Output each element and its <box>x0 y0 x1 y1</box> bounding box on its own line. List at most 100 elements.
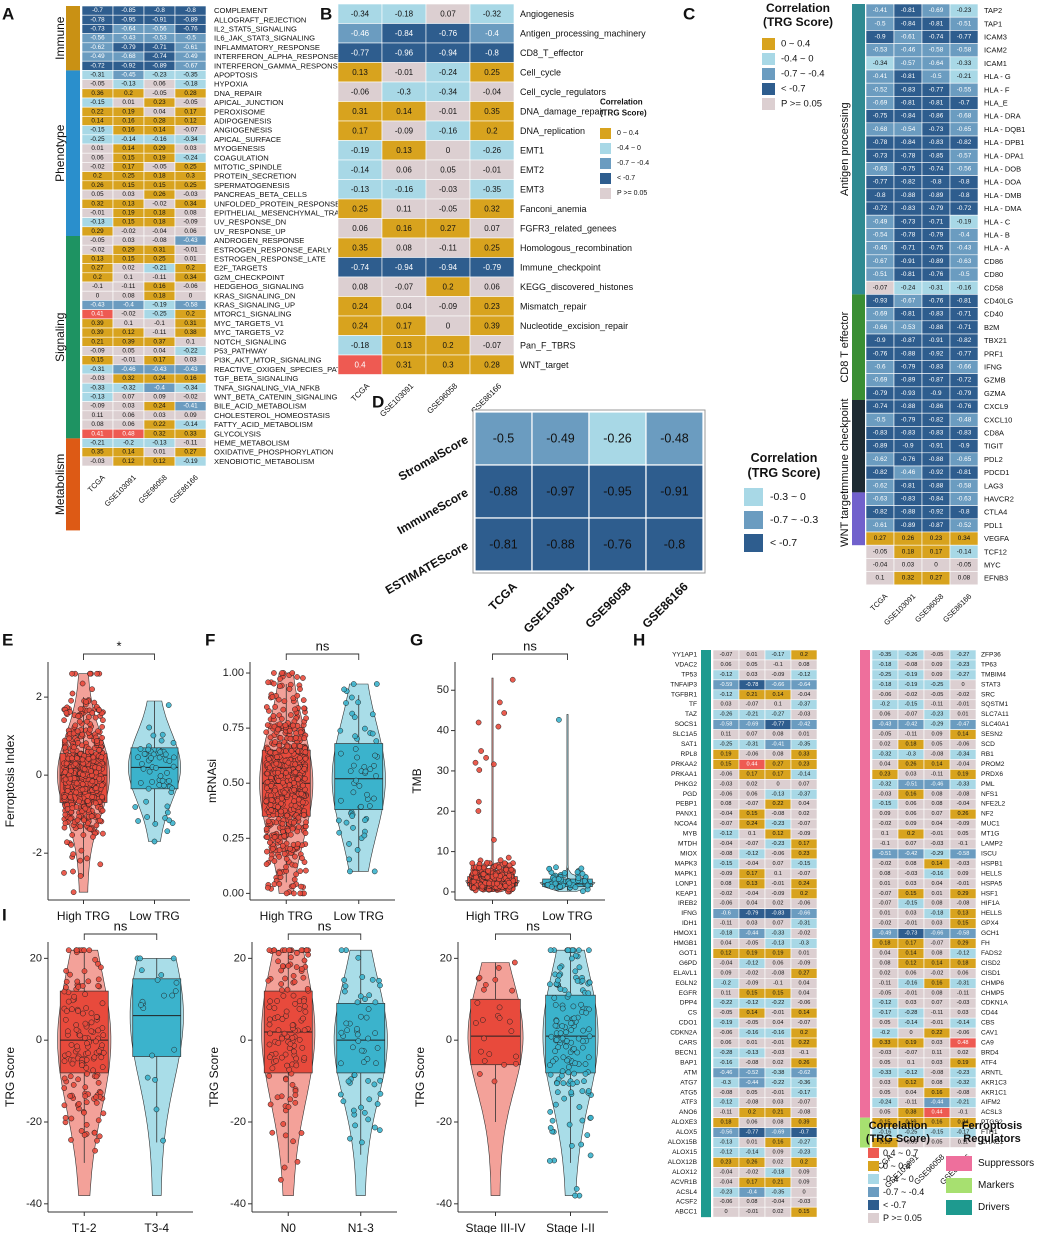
panel-h-right-cell-label: -0.23 <box>957 1070 970 1076</box>
panel-h-left-cell-label: -0.22 <box>720 1000 733 1006</box>
panel-h-right-cell-label: 0.03 <box>880 1080 891 1086</box>
panel-h-right-cell-label: -0.01 <box>957 702 970 708</box>
panel-f-group-point <box>291 786 297 793</box>
panel-f-group-point <box>295 765 302 772</box>
panel-a-cell-label: -0.95 <box>121 16 136 23</box>
panel-f-group-point <box>263 798 270 805</box>
panel-h-left-cell-label: -0.04 <box>746 891 759 897</box>
panel-c-legend-swatch <box>762 53 775 65</box>
panel-i-3-group-point <box>565 947 571 954</box>
panel-f-group-point <box>263 785 270 792</box>
panel-h-left-cell-label: 0.07 <box>773 921 784 927</box>
panel-c-cell-label: -0.57 <box>957 152 972 159</box>
panel-h-left-cell-label: 0.01 <box>799 732 810 738</box>
panel-h-right-label: PTGS2 <box>981 1119 1003 1126</box>
panel-i-1-group-point <box>65 998 72 1005</box>
panel-e-group-point <box>159 731 166 738</box>
panel-e-group-point <box>96 707 102 713</box>
panel-h-right-label: ARNTL <box>981 1069 1003 1076</box>
panel-i-1-group-point <box>82 1093 89 1100</box>
panel-f-group-point <box>300 675 306 681</box>
panel-a-cell-label: 0.12 <box>122 458 135 465</box>
panel-h-left-label: SOCS1 <box>675 721 698 728</box>
panel-h-right-cell-label: -0.18 <box>931 911 944 917</box>
panel-i-1-group-point <box>82 1035 88 1041</box>
panel-h-left-cell-label: -0.08 <box>798 1110 811 1116</box>
panel-i-3-group-point <box>563 1043 569 1050</box>
panel-h-right-cell-label: 0.13 <box>958 911 969 917</box>
panel-a-cell-label: -0.35 <box>183 72 198 79</box>
panel-a-cell-label: 0.21 <box>91 338 104 345</box>
panel-h-left-cell-label: -0.01 <box>772 1010 785 1016</box>
panel-h-left-cell-label: -0.06 <box>772 851 785 857</box>
panel-a-cell-label: -0.25 <box>152 311 167 318</box>
panel-h-right-label: HSF1 <box>981 890 998 897</box>
panel-a-row-label: HEDGEHOG_SIGNALING <box>214 282 304 291</box>
panel-f-group-point <box>302 755 309 762</box>
panel-h-left-cell-label: 0.06 <box>773 960 784 966</box>
panel-h-left-cell-label: -0.09 <box>798 831 811 837</box>
panel-f-group-point <box>274 804 281 810</box>
panel-h-left-cell-label: -0.46 <box>720 1070 733 1076</box>
panel-e-group-point <box>84 718 90 725</box>
panel-g-group-point <box>581 878 588 884</box>
panel-b-cell-label: -0.09 <box>439 302 458 311</box>
panel-b-cell-label: -0.14 <box>351 165 370 174</box>
panel-h-right-cell-label: 0.03 <box>932 1040 943 1046</box>
panel-h-left-cell-label: -0.05 <box>746 941 759 947</box>
panel-a-cell-label: 0.08 <box>184 210 197 217</box>
panel-b-row-label: Angiogenesis <box>520 9 575 19</box>
panel-c-cell-label: -0.04 <box>873 562 888 569</box>
panel-c-cell-label: -0.73 <box>929 126 944 133</box>
panel-b-cell-label: -0.46 <box>351 29 370 38</box>
panel-h-right-cell-label: 0.02 <box>958 1050 969 1056</box>
panel-h-right-label: HSPB1 <box>981 860 1003 867</box>
panel-a-cell-label: -0.43 <box>183 237 198 244</box>
panel-i-1-group-point <box>76 1100 82 1107</box>
panel-d-cell-label: -0.76 <box>603 538 632 552</box>
panel-h-left-label: YY1AP1 <box>672 651 697 658</box>
panel-c-cell-label: -0.87 <box>901 337 916 344</box>
panel-i-1-group-point <box>161 992 167 999</box>
panel-h-right-cell-label: -0.42 <box>905 722 918 728</box>
panel-g-group-point <box>484 859 490 866</box>
panel-h-left-cell-label: 0.23 <box>721 1159 732 1165</box>
panel-e-group-point <box>61 794 68 800</box>
panel-i-3-group-point <box>557 964 563 971</box>
panel-e-group-point <box>94 670 100 677</box>
panel-c-cell-label: -0.81 <box>901 7 916 14</box>
panel-i-1-tick-label: 20 <box>30 952 42 964</box>
panel-i-3-group-point <box>547 1109 554 1115</box>
panel-h-left-cell-label: -0.07 <box>720 821 733 827</box>
panel-c-cell-label: -0.69 <box>873 377 888 384</box>
panel-a-cell-label: 0.37 <box>153 338 166 345</box>
panel-i-2-group-point <box>357 993 364 1000</box>
panel-i-2-group-point <box>362 996 368 1003</box>
panel-i-3-group-point <box>587 1152 594 1159</box>
panel-i-1-group-point <box>61 1102 68 1109</box>
panel-f-group-point <box>349 813 356 819</box>
panel-h-left-cell-label: 0.04 <box>747 901 758 907</box>
panel-h-right-cell-label: -0.03 <box>879 1050 892 1056</box>
panel-d-legend-item: -0.7 ~ -0.3 <box>770 514 818 526</box>
panel-i-2-group-point <box>304 986 311 992</box>
panel-h-left-cell-label: 0.09 <box>773 1149 784 1155</box>
panel-i-2-group-point <box>273 1058 279 1064</box>
panel-h-right-cell-label: -0.17 <box>879 1010 892 1016</box>
panel-c-cell-label: -0.41 <box>873 73 888 80</box>
panel-f-group-point <box>268 797 275 803</box>
panel-a-cell-label: -0.11 <box>153 274 167 281</box>
panel-h-left-cell-label: -0.2 <box>721 980 731 986</box>
panel-f-group-point <box>271 858 278 864</box>
panel-h-left-cell-label: -0.04 <box>798 692 811 698</box>
panel-i-2-group-point <box>352 1122 358 1129</box>
panel-f-group-point <box>290 695 297 702</box>
panel-h-left-cell-label: 0.03 <box>747 672 758 678</box>
panel-f-group-point <box>277 735 284 741</box>
panel-h-right-cell-label: 0.16 <box>932 1090 943 1096</box>
panel-c-cell-label: -0.81 <box>901 271 916 278</box>
panel-a-row-label: PANCREAS_BETA_CELLS <box>214 190 307 199</box>
panel-h-right-cell-label: -0.1 <box>958 1110 968 1116</box>
panel-b-row-label: Antigen_processing_machinery <box>520 28 646 38</box>
panel-c-row-label: HLA - DPA1 <box>984 151 1024 160</box>
